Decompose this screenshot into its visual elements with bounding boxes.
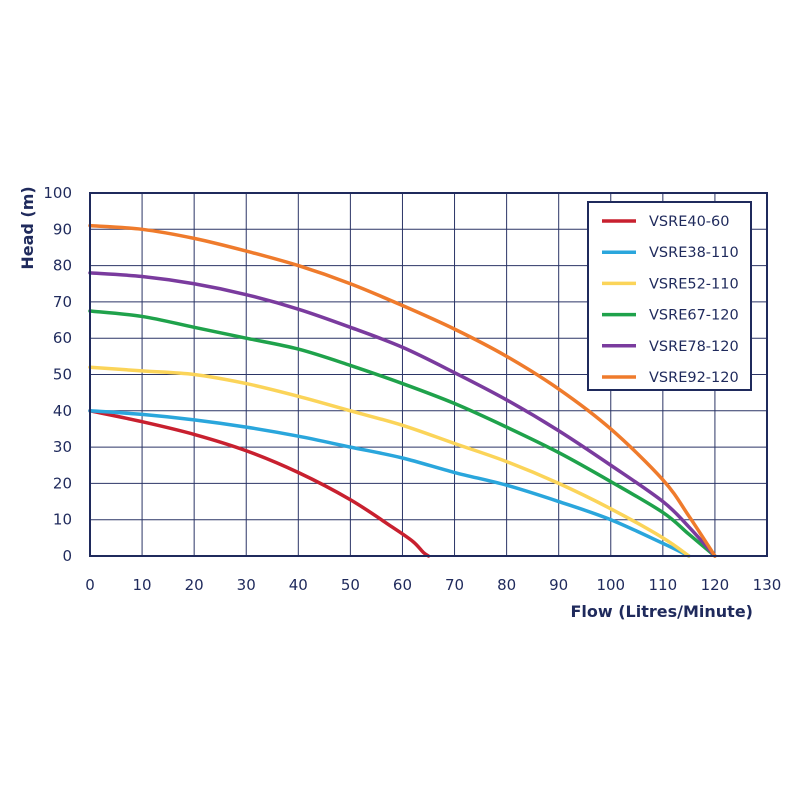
y-tick-label: 60	[53, 329, 72, 347]
legend-label: VSRE52-110	[649, 276, 739, 292]
y-tick-label: 100	[43, 184, 72, 202]
x-tick-label: 130	[753, 576, 782, 594]
x-tick-label: 80	[497, 576, 516, 594]
series-line-vsre40-60	[88, 409, 431, 558]
y-tick-label: 40	[53, 402, 72, 420]
x-tick-label: 110	[649, 576, 678, 594]
legend-label: VSRE78-120	[649, 339, 739, 355]
y-tick-label: 80	[53, 257, 72, 275]
series-line-vsre52-110	[88, 365, 691, 558]
plot-frame	[89, 192, 768, 557]
series-line-vsre92-120	[88, 223, 717, 558]
y-tick-label: 50	[53, 366, 72, 384]
y-tick-label: 0	[62, 547, 72, 565]
legend-box	[587, 201, 752, 391]
x-tick-label: 90	[549, 576, 568, 594]
legend-label: VSRE92-120	[649, 370, 739, 386]
x-tick-label: 20	[185, 576, 204, 594]
x-tick-labels: 0 10 20 30 40 50 60 70 80 90 100 110 120 130	[85, 576, 781, 594]
y-axis-label: Head (m)	[18, 186, 37, 269]
legend-label: VSRE38-110	[649, 245, 739, 261]
x-tick-label: 10	[133, 576, 152, 594]
legend-label: VSRE40-60	[649, 214, 730, 230]
y-tick-label: 70	[53, 293, 72, 311]
y-tick-label: 20	[53, 474, 72, 492]
x-tick-label: 30	[237, 576, 256, 594]
x-tick-label: 70	[445, 576, 464, 594]
legend-label: VSRE67-120	[649, 308, 739, 324]
series-line-vsre38-110	[88, 409, 691, 558]
y-tick-label: 30	[53, 438, 72, 456]
x-tick-label: 60	[393, 576, 412, 594]
series-line-vsre67-120	[88, 309, 717, 558]
x-axis-label: Flow (Litres/Minute)	[570, 602, 753, 621]
y-tick-label: 10	[53, 511, 72, 529]
x-tick-label: 100	[596, 576, 625, 594]
x-tick-label: 120	[701, 576, 730, 594]
y-tick-labels: 0 10 20 30 40 50 60 70 80 90 100	[43, 184, 72, 565]
series-line-vsre78-120	[88, 271, 717, 558]
y-tick-label: 90	[53, 220, 72, 238]
series-lines	[88, 223, 717, 558]
x-tick-label: 50	[341, 576, 360, 594]
x-tick-label: 40	[289, 576, 308, 594]
x-tick-label: 0	[85, 576, 95, 594]
legend: VSRE40-60 VSRE38-110 VSRE52-110 VSRE67-120 V…	[587, 201, 752, 391]
